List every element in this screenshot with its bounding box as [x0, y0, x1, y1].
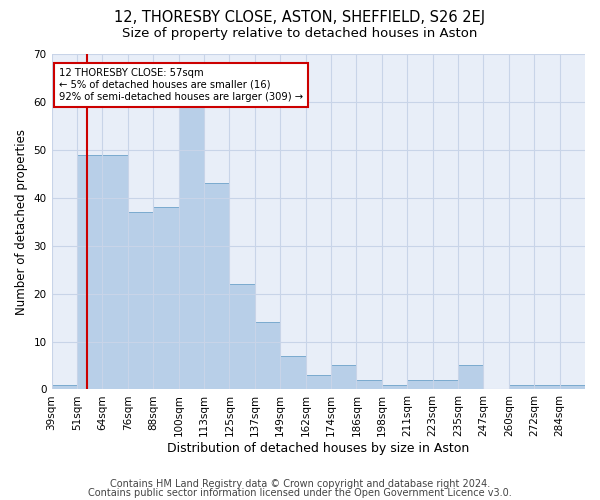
Bar	[153, 208, 179, 390]
X-axis label: Distribution of detached houses by size in Aston: Distribution of detached houses by size …	[167, 442, 469, 455]
Text: Contains HM Land Registry data © Crown copyright and database right 2024.: Contains HM Land Registry data © Crown c…	[110, 479, 490, 489]
Text: Contains public sector information licensed under the Open Government Licence v3: Contains public sector information licen…	[88, 488, 512, 498]
Bar	[255, 322, 280, 390]
Bar	[509, 384, 534, 390]
Text: 12 THORESBY CLOSE: 57sqm
← 5% of detached houses are smaller (16)
92% of semi-de: 12 THORESBY CLOSE: 57sqm ← 5% of detache…	[59, 68, 303, 102]
Bar	[52, 384, 77, 390]
Bar	[204, 184, 229, 390]
Bar	[103, 154, 128, 390]
Bar	[179, 106, 204, 390]
Text: Size of property relative to detached houses in Aston: Size of property relative to detached ho…	[122, 28, 478, 40]
Bar	[280, 356, 305, 390]
Bar	[534, 384, 560, 390]
Bar	[433, 380, 458, 390]
Bar	[407, 380, 433, 390]
Bar	[356, 380, 382, 390]
Y-axis label: Number of detached properties: Number of detached properties	[15, 128, 28, 314]
Bar	[229, 284, 255, 390]
Bar	[305, 375, 331, 390]
Text: 12, THORESBY CLOSE, ASTON, SHEFFIELD, S26 2EJ: 12, THORESBY CLOSE, ASTON, SHEFFIELD, S2…	[115, 10, 485, 25]
Bar	[458, 366, 484, 390]
Bar	[560, 384, 585, 390]
Bar	[77, 154, 103, 390]
Bar	[128, 212, 153, 390]
Bar	[331, 366, 356, 390]
Bar	[382, 384, 407, 390]
